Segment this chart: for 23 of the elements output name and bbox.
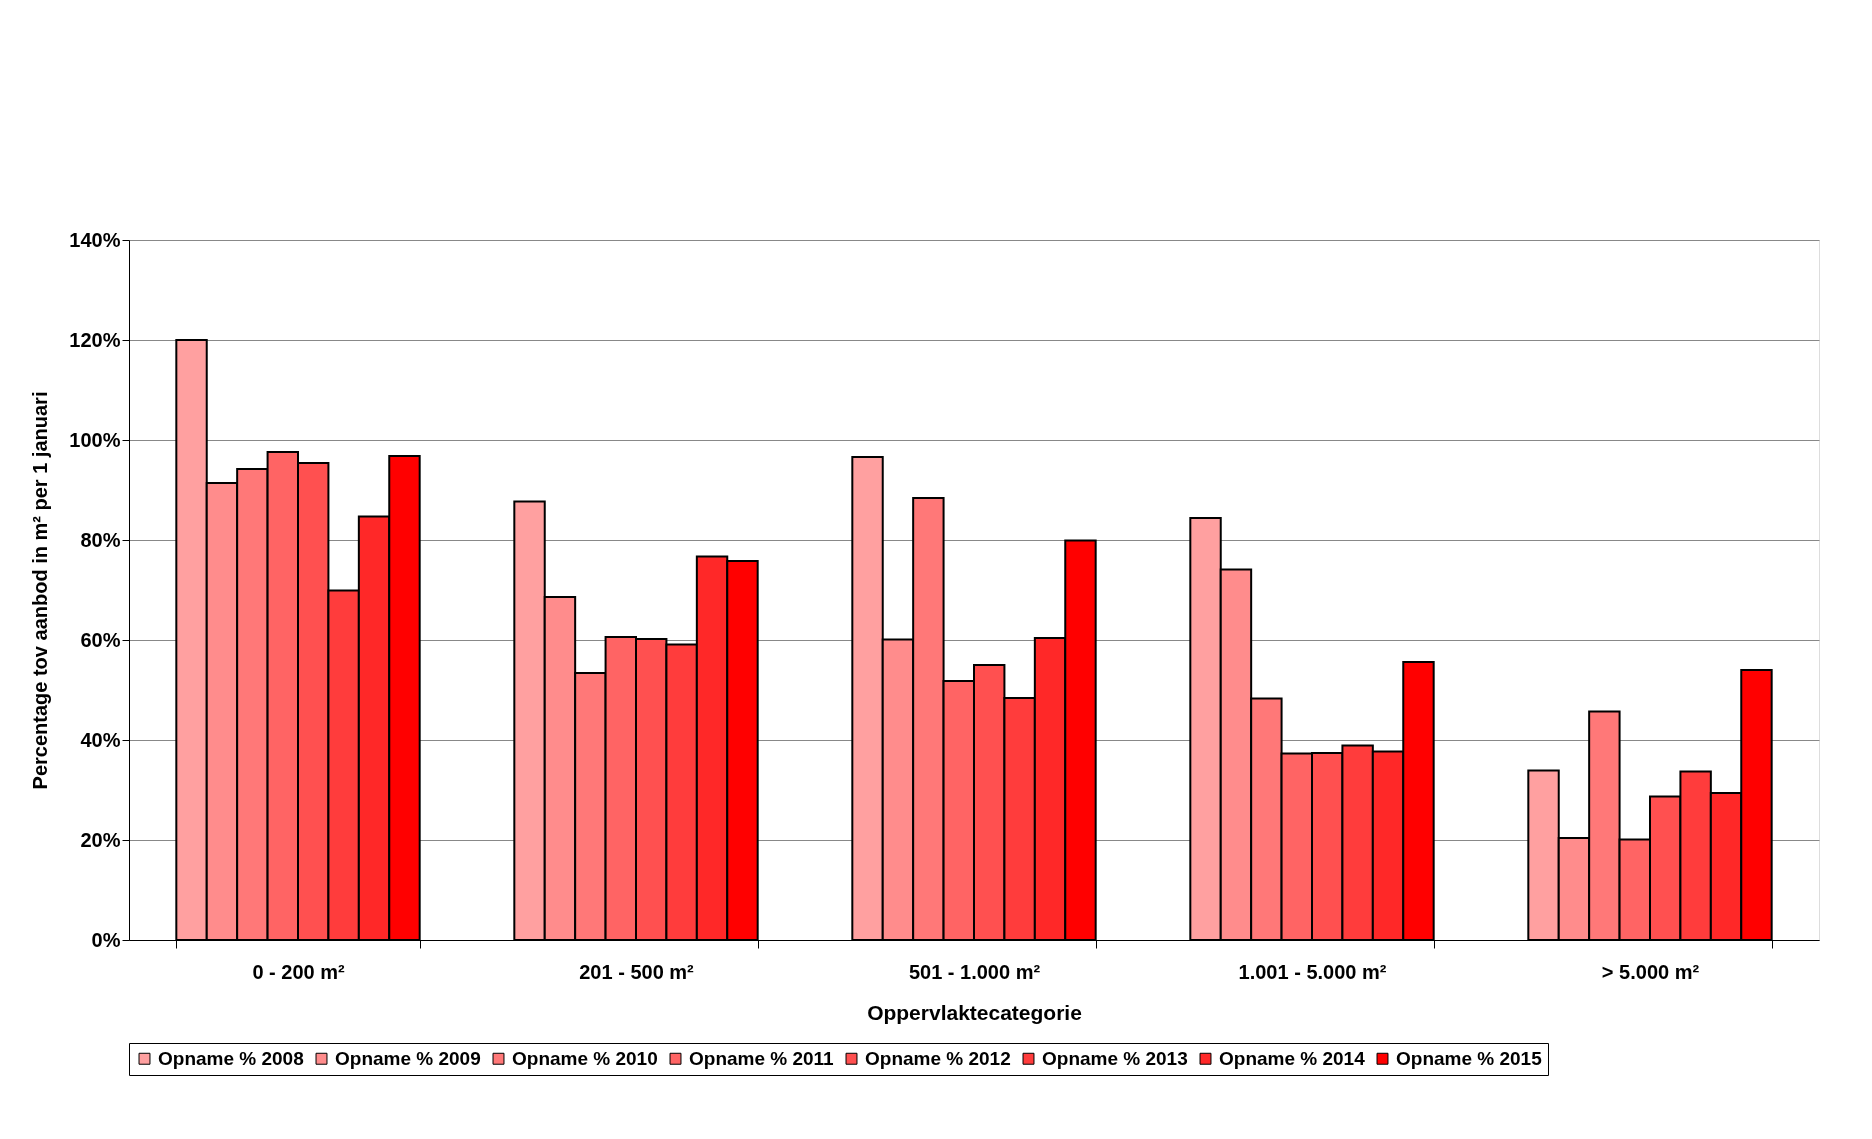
x-tick-label: 0 - 200 m² (252, 960, 345, 983)
legend-label: Opname % 2012 (865, 1047, 1011, 1069)
y-tick-label: 0% (91, 928, 121, 951)
x-tick-label: 201 - 500 m² (579, 960, 695, 983)
legend-label: Opname % 2010 (512, 1047, 658, 1069)
y-tick-label: 140% (69, 228, 121, 251)
y-axis-title: Percentage tov aanbod in m² per 1 januari (29, 391, 52, 790)
y-tick-label: 80% (80, 528, 121, 551)
legend-label: Opname % 2015 (1396, 1047, 1543, 1069)
y-tick-label: 100% (69, 428, 121, 451)
legend-label: Opname % 2011 (689, 1047, 835, 1069)
legend-label: Opname % 2009 (335, 1047, 481, 1069)
x-tick-label: 1.001 - 5.000 m² (1238, 960, 1387, 983)
x-tick-label: > 5.000 m² (1601, 960, 1700, 983)
y-tick-label: 60% (80, 628, 121, 651)
x-axis-title: Oppervlaktecategorie (867, 1000, 1082, 1024)
y-tick-label: 40% (80, 728, 121, 751)
legend-label: Opname % 2014 (1219, 1047, 1366, 1069)
legend-label: Opname % 2008 (158, 1047, 304, 1069)
y-tick-label: 120% (69, 328, 121, 351)
y-tick-label: 20% (80, 828, 121, 851)
x-tick-label: 501 - 1.000 m² (908, 960, 1041, 983)
legend-label: Opname % 2013 (1042, 1047, 1188, 1069)
